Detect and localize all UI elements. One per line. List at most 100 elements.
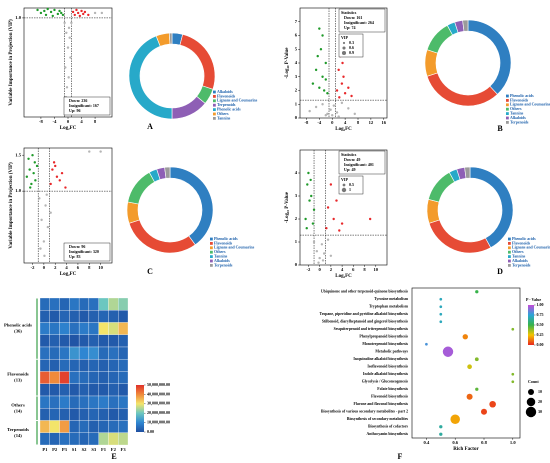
- data-point: [332, 104, 336, 107]
- y-tick-label: Isoflavonoid biosynthesis: [367, 365, 408, 369]
- heatmap-cell: [118, 346, 129, 360]
- legend-label: Terpenoids: [512, 263, 531, 267]
- data-point: [319, 48, 323, 51]
- data-point: [353, 112, 356, 116]
- panel-label: A: [147, 122, 153, 131]
- x-tick-label: -2: [31, 265, 36, 270]
- legend-label: Others: [510, 107, 522, 111]
- legend-label: Others: [214, 250, 226, 254]
- heatmap-cell: [39, 408, 50, 421]
- x-tick-label: 0.8: [481, 440, 487, 445]
- stats-box: [338, 150, 386, 175]
- data-point: [43, 254, 46, 258]
- donut-segment: [426, 198, 440, 224]
- heatmap-cell: [78, 346, 90, 360]
- data-point: [306, 183, 309, 186]
- heatmap-cell: [39, 334, 50, 348]
- data-point: [71, 10, 75, 14]
- y-tick-label: Folate biosynthesis: [377, 387, 408, 391]
- data-point: [332, 217, 335, 221]
- panel-label: F: [398, 452, 403, 461]
- column-label: F3: [121, 447, 127, 452]
- heatmap-cell: [59, 310, 70, 323]
- heatmap-cell: [39, 310, 50, 323]
- colorbar-label: 0.00: [147, 429, 154, 434]
- column-label: P2: [52, 447, 58, 452]
- x-tick-label: 2: [330, 267, 333, 272]
- data-point: [321, 34, 324, 37]
- heatmap-cell: [108, 420, 119, 433]
- data-point: [310, 194, 313, 198]
- y-axis-label: -Log₁₀ P-Value: [285, 47, 290, 79]
- heatmap-cell: [118, 297, 129, 311]
- legend-swatch: [210, 242, 213, 245]
- bubble: [439, 320, 443, 324]
- heatmap-cell: [69, 346, 80, 360]
- y-tick-label: 7: [295, 19, 298, 24]
- data-point: [39, 247, 42, 250]
- stats-line: Insignificant: 401: [344, 162, 374, 167]
- data-point: [65, 86, 69, 89]
- legend-swatch: [210, 237, 213, 241]
- heatmap-cell: [88, 322, 99, 335]
- legend-swatch: [213, 90, 216, 94]
- legend-label: Tannins: [214, 254, 228, 258]
- heatmap-cell: [108, 383, 119, 397]
- y-axis-label: Variable Importance in Projection (VIP): [9, 19, 14, 106]
- x-tick-label: 1.0: [510, 440, 516, 445]
- data-point: [55, 175, 59, 178]
- heatmap-cell: [59, 432, 70, 446]
- colorbar: [136, 385, 144, 432]
- data-point: [60, 11, 63, 15]
- data-point: [338, 229, 341, 232]
- size-legend-label: 20: [538, 399, 542, 404]
- data-point: [75, 8, 78, 12]
- size-legend-mark: [526, 397, 536, 407]
- data-point: [28, 168, 31, 171]
- legend-swatch: [506, 103, 509, 107]
- data-point: [326, 206, 330, 209]
- heatmap-cell: [78, 334, 90, 348]
- heatmap-cell: [69, 408, 80, 421]
- heatmap-cell: [49, 383, 60, 397]
- stats-box: [338, 8, 386, 33]
- data-point: [33, 161, 36, 164]
- size-legend-title: VIP: [341, 177, 348, 182]
- data-point: [311, 222, 315, 225]
- x-tick-label: 0.4: [424, 440, 430, 445]
- x-axis-label: Log₂FC: [335, 274, 352, 279]
- legend-label: Alkaloids: [510, 116, 526, 120]
- y-tick-label: 1.5: [15, 152, 21, 157]
- heatmap-cell: [98, 432, 109, 446]
- heatmap-cell: [69, 371, 80, 384]
- heatmap-cell: [69, 334, 80, 348]
- y-tick-label: 1.0: [15, 188, 21, 193]
- data-point: [27, 157, 30, 160]
- data-point: [80, 9, 83, 13]
- data-point: [100, 11, 104, 15]
- data-point: [304, 217, 307, 221]
- bubble: [475, 387, 479, 391]
- heatmap-cell: [78, 383, 90, 397]
- heatmap-cell: [108, 297, 119, 311]
- stats-line: Up: 74: [344, 25, 355, 30]
- stats-title: Statistics: [341, 152, 357, 157]
- data-point: [87, 13, 90, 17]
- data-point: [326, 112, 329, 116]
- data-point: [58, 179, 61, 182]
- data-point: [324, 114, 327, 117]
- legend-label: Flavonoids: [217, 94, 236, 98]
- heatmap-cell: [59, 334, 70, 348]
- heatmap-cell: [118, 432, 129, 446]
- x-tick-label: 0.6: [452, 440, 458, 445]
- legend-swatch: [506, 116, 509, 120]
- data-point: [347, 107, 350, 110]
- heatmap-cell: [78, 420, 90, 433]
- data-point: [51, 168, 54, 171]
- heatmap-cell: [88, 383, 99, 397]
- legend-label: Terpenoids: [217, 103, 236, 107]
- data-point: [329, 254, 333, 257]
- data-point: [321, 75, 324, 78]
- data-point: [65, 31, 68, 34]
- data-point: [67, 76, 70, 79]
